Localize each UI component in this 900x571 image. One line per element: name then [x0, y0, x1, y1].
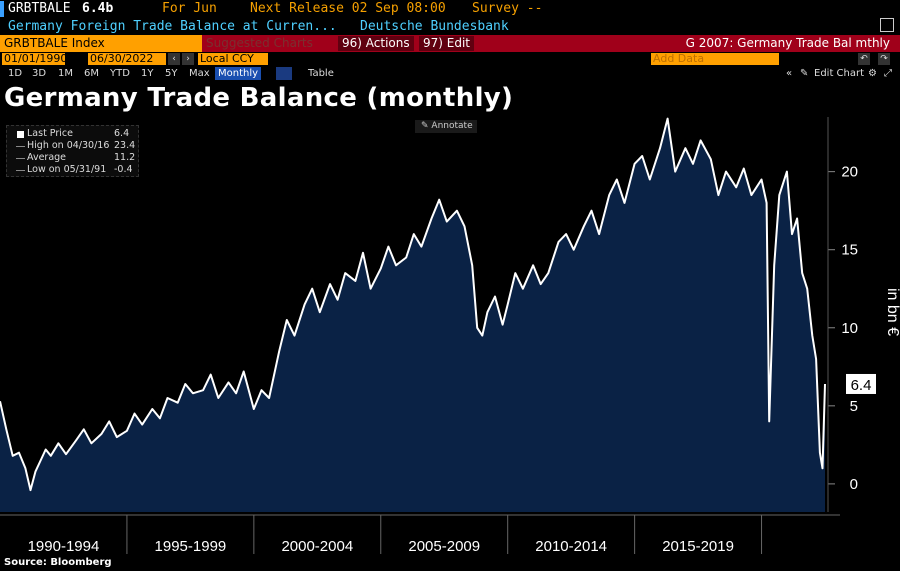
last-value-tag: [846, 373, 876, 394]
table-button[interactable]: Table: [308, 68, 334, 79]
edit-chart-button[interactable]: Edit Chart: [814, 68, 865, 79]
x-tick-label: 2000-2004: [281, 538, 353, 555]
header-row: GRBTBALE 6.4b For Jun Next Release 02 Se…: [0, 0, 900, 18]
add-data-input[interactable]: Add Data: [651, 53, 779, 65]
source-note: Source: Bloomberg: [4, 557, 112, 568]
y-tick-label: 5: [850, 398, 858, 415]
edit-menu[interactable]: 97) Edit: [419, 36, 475, 51]
x-tick-label: 1995-1999: [155, 538, 227, 555]
legend-value: 6.4: [114, 128, 130, 139]
y-axis-label: in bn €: [884, 288, 900, 336]
legend-swatch: [17, 131, 24, 138]
period-3d[interactable]: 3D: [32, 68, 47, 79]
suggested-charts-button[interactable]: Suggested Charts: [206, 36, 313, 50]
period-1d[interactable]: 1D: [8, 68, 23, 79]
x-axis: 1990-1994 1995-1999 2000-2004 2005-2009 2010…: [0, 514, 840, 555]
legend-value: 11.2: [114, 152, 136, 163]
y-tick-label: 10: [841, 320, 858, 337]
legend-value: -0.4: [114, 164, 133, 175]
legend-line: [16, 170, 25, 171]
legend-line: [16, 158, 25, 159]
legend-value: 23.4: [114, 140, 136, 151]
period-ytd[interactable]: YTD: [110, 68, 130, 79]
annotate-button[interactable]: ✎ Annotate: [415, 120, 477, 133]
chart-name: G 2007: Germany Trade Bal mthly: [685, 36, 890, 50]
end-date-field[interactable]: 06/30/2022: [88, 53, 166, 65]
series-line: [0, 117, 826, 492]
legend-last-price: Last Price 6.4: [7, 128, 140, 140]
period-1y[interactable]: 1Y: [141, 68, 154, 79]
security-description: Germany Foreign Trade Balance at Curren.…: [8, 19, 337, 34]
x-tick-label: 2015-2019: [662, 538, 734, 555]
legend-label: Average: [27, 152, 67, 163]
start-date-field[interactable]: 01/01/1990: [2, 52, 68, 65]
undo-icon[interactable]: ↶: [858, 53, 870, 65]
period-label: For Jun: [162, 1, 217, 16]
period-max[interactable]: Max: [189, 68, 210, 79]
series-area: [0, 118, 825, 512]
prev-arrow-icon[interactable]: ‹: [168, 53, 180, 65]
legend-low: Low on 05/31/91 -0.4: [7, 164, 140, 176]
period-6m[interactable]: 6M: [84, 68, 99, 79]
plot-area: [0, 117, 826, 512]
description-row: Germany Foreign Trade Balance at Curren.…: [0, 18, 900, 35]
period-5y[interactable]: 5Y: [165, 68, 178, 79]
survey-label: Survey --: [472, 1, 543, 16]
settings-icon[interactable]: ⚙: [868, 68, 877, 79]
ticker-field[interactable]: GRBTBALE: [0, 1, 75, 17]
currency-select[interactable]: Local CCY: [198, 53, 268, 65]
annotate-label: Annotate: [431, 121, 473, 131]
y-tick-label: 0: [850, 476, 858, 493]
actions-menu[interactable]: 96) Actions: [338, 36, 414, 51]
chart: 1990-1994 1995-1999 2000-2004 2005-2009 2010…: [0, 117, 900, 555]
y-tick-label: 15: [841, 242, 858, 259]
y-tick-label: 20: [841, 164, 858, 181]
command-bar: GRBTBALE Index Suggested Charts 96) Acti…: [0, 35, 900, 52]
security-field[interactable]: GRBTBALE Index: [0, 35, 202, 52]
chart-title: Germany Trade Balance (monthly): [4, 83, 514, 113]
legend-line: [16, 146, 25, 147]
last-value: 6.4b: [82, 1, 114, 16]
date-range-bar: 01/01/1990 06/30/2022 ‹ › Local CCY Add …: [0, 52, 900, 66]
y-axis: 0 5 10 15 20 in bn € 6.4: [827, 117, 900, 512]
frequency-select[interactable]: Monthly: [215, 67, 262, 80]
redo-icon[interactable]: ↷: [878, 53, 890, 65]
pencil-icon: ✎: [421, 121, 429, 131]
popout-icon[interactable]: [880, 18, 894, 32]
last-value-label: 6.4: [851, 377, 872, 394]
expand-icon[interactable]: ⤢: [884, 68, 892, 79]
x-tick-label: 2010-2014: [535, 538, 607, 555]
legend-label: High on 04/30/16: [27, 140, 110, 151]
line-chart-icon[interactable]: [276, 67, 292, 80]
edit-chart-icon[interactable]: ✎: [800, 68, 809, 79]
x-tick-label: 1990-1994: [28, 538, 100, 555]
collapse-icon[interactable]: «: [786, 68, 793, 79]
legend-label: Low on 05/31/91: [27, 164, 107, 175]
period-bar: 1D 3D 1M 6M YTD 1Y 5Y Max Monthly Table …: [0, 66, 900, 81]
next-arrow-icon[interactable]: ›: [182, 53, 194, 65]
legend: Last Price 6.4 High on 04/30/16 23.4 Ave…: [6, 125, 139, 177]
legend-label: Last Price: [27, 128, 73, 139]
legend-average: Average 11.2: [7, 152, 140, 164]
legend-high: High on 04/30/16 23.4: [7, 140, 140, 152]
period-1m[interactable]: 1M: [58, 68, 73, 79]
data-source: Deutsche Bundesbank: [360, 19, 509, 34]
next-release: Next Release 02 Sep 08:00: [250, 1, 446, 16]
x-tick-label: 2005-2009: [408, 538, 480, 555]
